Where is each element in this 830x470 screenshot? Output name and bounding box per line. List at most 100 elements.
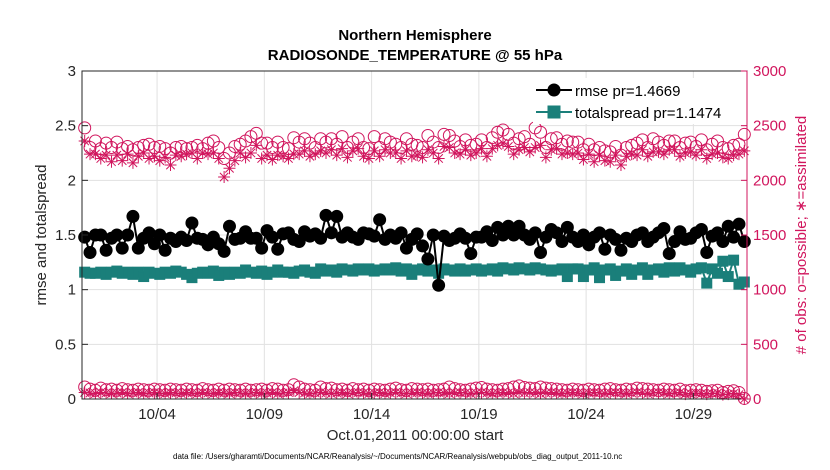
rmse-point [314, 231, 328, 245]
rejected-assimilated-point [454, 386, 467, 399]
rejected-assimilated-point [496, 386, 509, 399]
rmse-point [485, 233, 499, 247]
obs-assimilated-point [132, 150, 145, 163]
obs-assimilated-point [443, 141, 456, 154]
rmse-point [426, 228, 440, 242]
rejected-assimilated-point [486, 387, 499, 400]
rejected-assimilated-point [448, 386, 461, 399]
rejected-assimilated-point [255, 387, 268, 400]
y-left-tick-label: 0.5 [55, 336, 76, 353]
obs-possible-point [104, 141, 118, 155]
obs-assimilated-point [518, 141, 531, 154]
y-left-tick-label: 1 [68, 282, 76, 299]
legend-box [533, 78, 740, 124]
rejected-assimilated-point [89, 387, 102, 400]
rmse-point [657, 221, 671, 235]
obs-possible-point [448, 134, 462, 148]
y-left-tick-label: 1.5 [55, 227, 76, 244]
obs-assimilated-point [341, 151, 354, 164]
y-left-axis-label: rmse and totalspread [33, 165, 50, 306]
obs-assimilated-point [400, 144, 413, 157]
obs-assimilated-point [684, 145, 697, 158]
rejected-assimilated-point [336, 386, 349, 399]
rejected-assimilated-point [550, 386, 563, 399]
rejected-assimilated-point [416, 386, 429, 399]
rejected-assimilated-point [234, 386, 247, 399]
obs-assimilated-point [561, 147, 574, 159]
x-tick-label: 10/19 [460, 406, 498, 423]
obs-assimilated-point [357, 150, 370, 163]
obs-assimilated-point [523, 145, 536, 158]
obs-assimilated-point [379, 143, 392, 156]
obs-assimilated-point [604, 155, 617, 168]
rejected-assimilated-point [298, 386, 311, 399]
obs-assimilated-point [690, 149, 703, 162]
rejected-assimilated-point [491, 386, 504, 399]
obs-assimilated-point [148, 150, 161, 163]
rmse-point [732, 217, 746, 231]
rejected-assimilated-point [148, 386, 161, 399]
obs-assimilated-point [346, 144, 359, 157]
rmse-point [217, 244, 231, 258]
legend-totalspread-marker [547, 105, 561, 119]
rmse-point [609, 232, 623, 246]
rmse-point [528, 226, 542, 240]
obs-assimilated-point [196, 147, 209, 159]
left-axis: 0 0.5 1 1.5 2 2.5 3 [55, 63, 88, 408]
obs-possible-point [560, 134, 574, 148]
obs-assimilated-point [416, 151, 429, 164]
obs-assimilated-point [212, 152, 225, 165]
obs-possible-point [78, 121, 92, 135]
obs-assimilated-point [116, 154, 129, 167]
obs-assimilated-point [486, 142, 499, 155]
chart-title: Northern Hemisphere [338, 27, 491, 44]
rejected-assimilated-point [212, 386, 225, 399]
rejected-assimilated-point [325, 387, 338, 400]
rmse-point [265, 230, 279, 244]
rejected-assimilated-point [641, 387, 654, 400]
rejected-assimilated-point [657, 386, 670, 399]
rmse-point [271, 242, 285, 256]
totalspread-point [701, 277, 713, 289]
obs-assimilated-point [454, 148, 467, 161]
obs-possible-point [153, 139, 167, 153]
series-obs-assimilated [78, 134, 751, 184]
rmse-point [319, 208, 333, 222]
rmse-point [410, 227, 424, 241]
rejected-assimilated-point [609, 386, 622, 399]
rejected-assimilated-point [695, 387, 708, 400]
rejected-assimilated-point [663, 387, 676, 400]
y-right-tick-label: 3000 [753, 63, 786, 80]
rejected-assimilated-point [727, 387, 740, 400]
rejected-assimilated-point [218, 386, 231, 399]
obs-assimilated-point [293, 148, 306, 161]
obs-possible-point [367, 130, 381, 144]
rejected-assimilated-point [668, 386, 681, 399]
obs-assimilated-point [641, 150, 654, 163]
obs-assimilated-point [582, 148, 595, 161]
rmse-point [555, 235, 569, 249]
rejected-assimilated-point [437, 386, 450, 399]
rejected-assimilated-point [405, 386, 418, 399]
rmse-point [694, 223, 708, 237]
obs-assimilated-point [137, 147, 150, 159]
rejected-assimilated-point [239, 387, 252, 400]
obs-possible-point [711, 134, 725, 148]
obs-assimilated-point [271, 149, 284, 162]
obs-assimilated-point [625, 148, 638, 161]
obs-assimilated-point [175, 150, 188, 163]
rejected-assimilated-point [384, 386, 397, 399]
rejected-assimilated-point [400, 387, 413, 400]
rejected-assimilated-point [314, 386, 327, 399]
x-tick-label: 10/09 [246, 406, 284, 423]
rejected-assimilated-point [620, 387, 633, 400]
x-tick-label: 10/04 [138, 406, 176, 423]
obs-assimilated-point [700, 152, 713, 165]
rejected-assimilated-point [282, 386, 295, 399]
obs-assimilated-point [395, 152, 408, 165]
y-right-tick-label: 1500 [753, 227, 786, 244]
rejected-assimilated-point [518, 386, 531, 399]
legend-totalspread-label: totalspread pr=1.1474 [575, 105, 721, 122]
obs-assimilated-point [405, 150, 418, 163]
rejected-assimilated-point [421, 387, 434, 400]
